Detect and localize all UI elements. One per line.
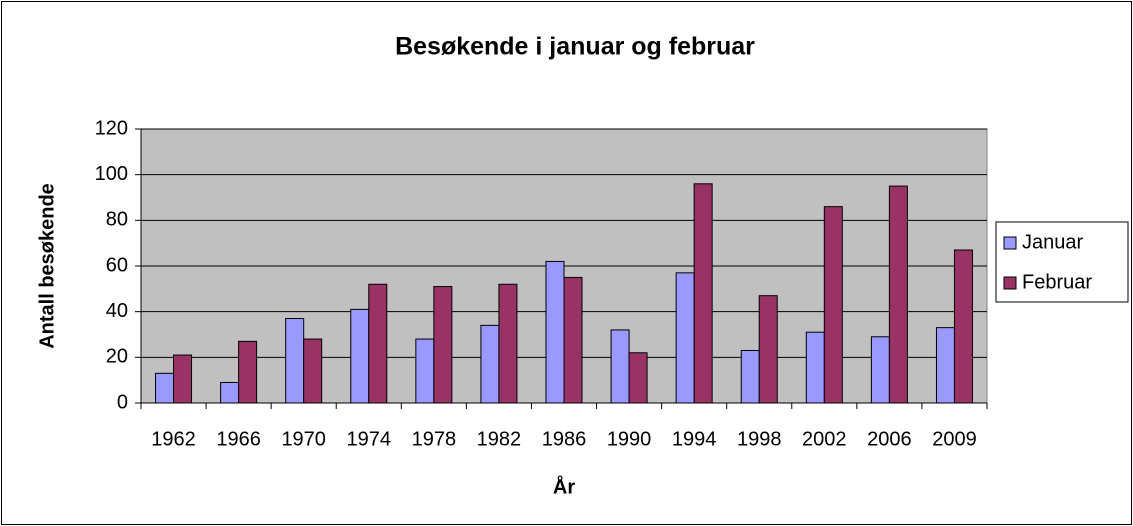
bar — [675, 272, 695, 404]
chart-title: Besøkende i januar og februar — [395, 33, 755, 61]
bar — [173, 354, 193, 404]
y-axis-label: Antall besøkende — [36, 183, 58, 349]
x-tick-label: 2002 — [802, 428, 847, 450]
x-tick-label: 1998 — [737, 428, 782, 450]
bar — [953, 249, 973, 404]
y-tick-label: 120 — [95, 117, 128, 139]
bar — [303, 338, 323, 404]
bar — [498, 283, 518, 404]
bar — [935, 327, 955, 404]
bar — [870, 336, 890, 404]
x-tick-label: 1986 — [542, 428, 587, 450]
y-tick-label: 40 — [106, 300, 128, 322]
x-tick-label: 1970 — [281, 428, 326, 450]
x-tick-label: 1990 — [607, 428, 652, 450]
bar — [285, 318, 305, 404]
bar — [480, 324, 500, 404]
y-tick-label: 0 — [117, 391, 128, 413]
legend-label: Januar — [1022, 231, 1083, 253]
x-axis-label: År — [553, 474, 575, 498]
legend-label: Februar — [1022, 271, 1092, 293]
bar — [545, 260, 565, 404]
bar — [238, 340, 258, 404]
legend-swatch — [1003, 276, 1017, 290]
bar — [888, 185, 908, 404]
bar — [628, 352, 648, 404]
x-tick-label: 1974 — [347, 428, 392, 450]
bar — [758, 295, 778, 404]
bar — [823, 206, 843, 404]
bar — [220, 381, 240, 404]
x-tick-label: 2009 — [932, 428, 977, 450]
bar — [610, 329, 630, 404]
bar — [740, 349, 760, 404]
y-tick-label: 20 — [106, 346, 128, 368]
x-tick-label: 2006 — [867, 428, 912, 450]
legend-swatch — [1003, 236, 1017, 250]
bar — [415, 338, 435, 404]
bar — [368, 283, 388, 404]
y-tick-label: 100 — [95, 163, 128, 185]
bar — [155, 372, 175, 404]
x-tick-label: 1966 — [216, 428, 261, 450]
bar — [563, 276, 583, 404]
bar — [693, 183, 713, 404]
x-tick-label: 1982 — [477, 428, 522, 450]
y-tick-label: 60 — [106, 254, 128, 276]
bar — [433, 286, 453, 404]
y-tick-label: 80 — [106, 209, 128, 231]
x-tick-label: 1994 — [672, 428, 717, 450]
bar — [805, 331, 825, 404]
x-tick-label: 1962 — [151, 428, 196, 450]
x-tick-label: 1978 — [412, 428, 457, 450]
legend-box — [995, 221, 1129, 303]
bar — [350, 308, 370, 404]
